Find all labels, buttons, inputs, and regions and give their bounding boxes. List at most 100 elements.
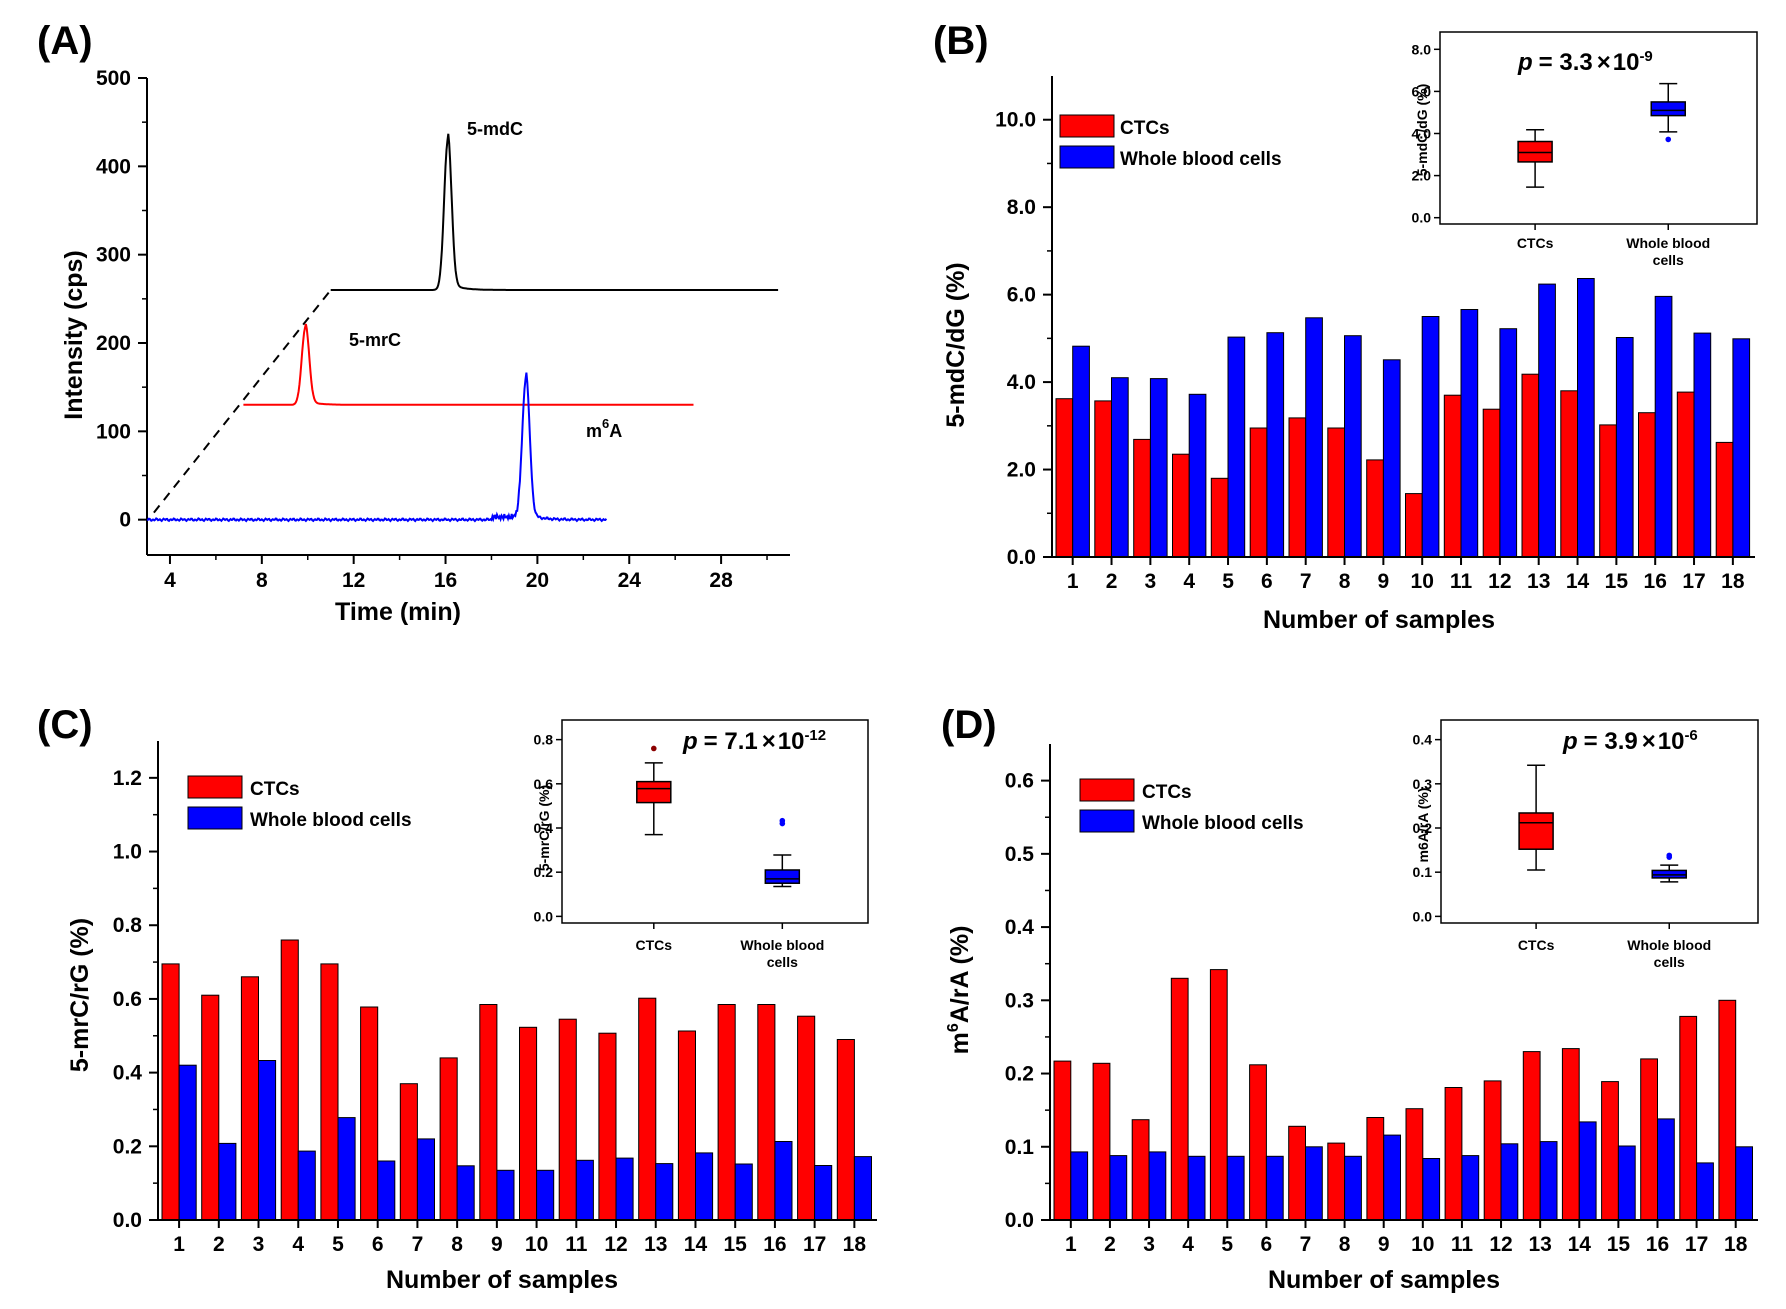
x-tick-label: 10: [1411, 1233, 1434, 1256]
y-tick-label: 0.5: [1005, 843, 1035, 866]
inset-y-tick-label: 0.8: [534, 732, 554, 748]
bar-whole-blood-1: [178, 1064, 197, 1221]
bar-whole-blood-8: [456, 1165, 475, 1221]
bar-whole-blood-14: [695, 1152, 714, 1221]
panel-b-bars: 0.02.04.06.08.010.01 2 3 4 5 6 7 8 9 10 11 12 13 14 15…: [995, 76, 1755, 593]
x-tick-label: 4: [292, 1233, 304, 1256]
inset-category-label: CTCs: [1518, 937, 1555, 953]
x-tick-label: 7: [1300, 570, 1312, 593]
legend-label-ctcs: CTCs: [1142, 782, 1192, 803]
inset-ylabel: m6A/rA (%): [1415, 788, 1431, 863]
bar-ctcs-2: [1094, 400, 1113, 558]
y-tick-label: 4.0: [1007, 371, 1036, 394]
panel-a: (A) Time (min) Intensity (cps) 4 8 12 16 20 2…: [37, 19, 790, 626]
legend-swatch-ctcs: [1059, 114, 1115, 138]
x-tick-label: 12: [604, 1233, 627, 1256]
panel-d-ylabel: m6A/rA (%): [945, 926, 974, 1055]
inset-frame: [1440, 719, 1759, 924]
panel-c-xlabel: Number of samples: [386, 1266, 618, 1294]
legend-label-whole-blood: Whole blood cells: [250, 810, 412, 831]
bar-ctcs-18: [1718, 999, 1737, 1221]
x-tick-label: 11: [1451, 1233, 1474, 1256]
x-tick-label: 17: [803, 1233, 826, 1256]
x-tick-label: 5: [332, 1233, 344, 1256]
x-tick-label: 4: [1182, 1233, 1194, 1256]
bar-ctcs-14: [677, 1030, 697, 1221]
x-tick-label: 8: [451, 1233, 463, 1256]
legend-swatch-ctcs: [187, 775, 243, 799]
x-tick-label: 10: [525, 1233, 548, 1256]
bar-ctcs-9: [479, 1004, 498, 1221]
bar-whole-blood-11: [1461, 1155, 1480, 1221]
x-tick-label: 1: [1067, 570, 1079, 593]
panel-a-ticks: 4 8 12 16 20 24 28 0 100 200 300 400 500: [96, 67, 768, 592]
panel-c: (C) Number of samples 5-mrC/rG (%) 0.00.…: [37, 703, 877, 1294]
x-tick-label: 14: [684, 1233, 708, 1256]
bar-whole-blood-7: [416, 1138, 435, 1221]
peak-label-5mdc: 5-mdC: [467, 119, 523, 139]
bar-whole-blood-4: [297, 1150, 316, 1221]
x-tick-label: 13: [1527, 570, 1550, 593]
bar-ctcs-9: [1366, 459, 1384, 558]
bar-ctcs-12: [1482, 408, 1501, 558]
y-tick-label: 2.0: [1007, 459, 1036, 482]
x-tick-label: 15: [1607, 1233, 1631, 1256]
x-tick-label: 13: [644, 1233, 667, 1256]
bar-whole-blood-13: [655, 1163, 674, 1221]
bar-ctcs-10: [1405, 493, 1423, 558]
bar-whole-blood-12: [1499, 328, 1518, 558]
x-tick-label: 7: [412, 1233, 424, 1256]
trace-5mrc: [243, 323, 694, 406]
x-tick-label: 6: [1261, 570, 1273, 593]
x-tick-label: 16: [1644, 570, 1667, 593]
bar-whole-blood-17: [1693, 332, 1712, 558]
x-tick-label: 12: [342, 569, 365, 592]
bar-ctcs-8: [1327, 1142, 1346, 1221]
trace-5mdc: [330, 133, 779, 291]
bar-ctcs-6: [1249, 427, 1268, 558]
x-tick-label: 5: [1222, 570, 1234, 593]
panel-a-axes: [146, 78, 790, 556]
bar-ctcs-8: [439, 1057, 458, 1221]
panel-c-ylabel: 5-mrC/rG (%): [66, 918, 94, 1072]
bar-ctcs-9: [1366, 1117, 1385, 1221]
bar-whole-blood-18: [853, 1156, 873, 1221]
y-tick-label: 0.2: [113, 1135, 142, 1158]
bar-ctcs-15: [717, 1004, 736, 1221]
bar-ctcs-7: [399, 1083, 418, 1221]
x-tick-label: 16: [1646, 1233, 1669, 1256]
y-tick-label: 0.6: [1005, 770, 1034, 793]
inset-category-label: Whole blood: [1626, 235, 1710, 251]
panel-a-ylabel: Intensity (cps): [60, 250, 88, 419]
bar-ctcs-12: [1483, 1080, 1502, 1221]
bar-ctcs-13: [1521, 373, 1540, 558]
bar-whole-blood-10: [1421, 316, 1440, 558]
bar-ctcs-8: [1327, 427, 1346, 558]
bar-whole-blood-10: [1422, 1158, 1441, 1221]
legend-label-whole-blood: Whole blood cells: [1120, 149, 1282, 170]
panel-d: (D) Number of samples m6A/rA (%) 0.00.10…: [941, 703, 1759, 1294]
x-tick-label: 3: [1143, 1233, 1155, 1256]
inset-y-tick-label: 0.3: [1413, 776, 1433, 792]
inset-category-label: Whole blood: [1627, 937, 1711, 953]
bar-whole-blood-17: [1696, 1162, 1714, 1221]
inset-y-tick-label: 0.4: [534, 820, 554, 836]
y-tick-label: 1.2: [113, 767, 142, 790]
box-ctcs: [636, 780, 672, 804]
x-tick-label: 6: [1261, 1233, 1273, 1256]
inset-y-tick-label: 2.0: [1412, 168, 1432, 184]
y-tick-label: 0.1: [1005, 1136, 1035, 1159]
bar-ctcs-10: [1405, 1108, 1424, 1221]
inset-y-tick-label: 0.0: [1412, 210, 1432, 226]
bar-whole-blood-8: [1344, 1155, 1362, 1221]
inset-category-label: Whole blood: [740, 937, 824, 953]
bar-ctcs-5: [320, 963, 339, 1221]
y-tick-label: 0.0: [1005, 1209, 1034, 1232]
panel-c-inset: 5-mrC/rG (%) p = 7.1 ×10-12 0.00.20.40.60.…: [534, 719, 869, 970]
bar-ctcs-13: [1522, 1051, 1541, 1221]
bar-ctcs-2: [1092, 1062, 1111, 1221]
y-tick-label: 8.0: [1007, 196, 1036, 219]
bar-ctcs-11: [1444, 1087, 1463, 1221]
